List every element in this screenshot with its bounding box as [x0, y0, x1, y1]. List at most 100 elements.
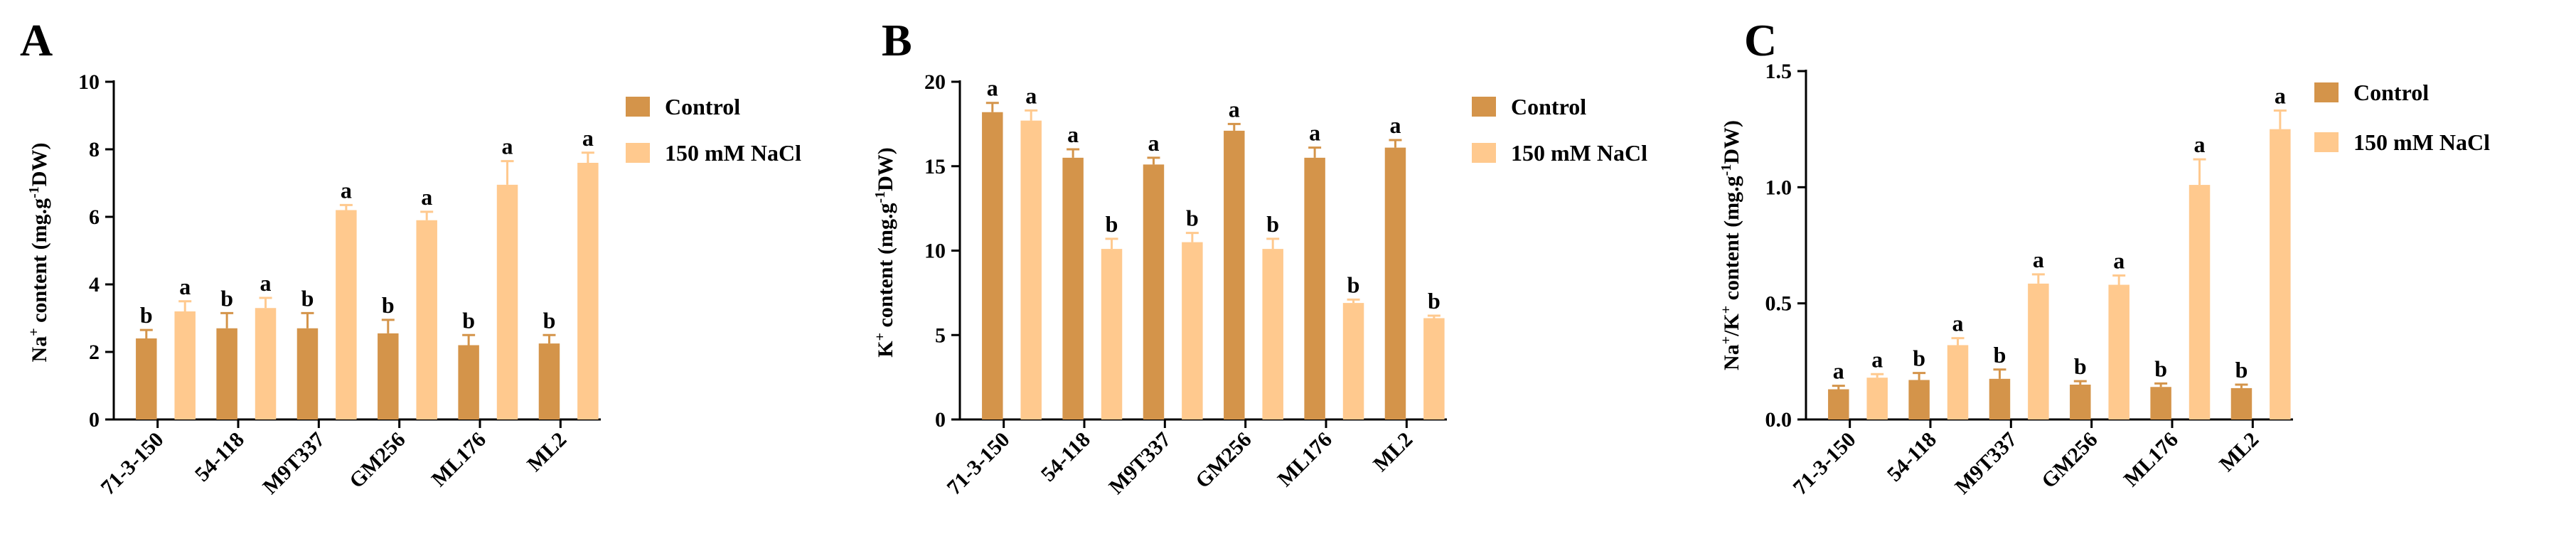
category-label: ML2: [1369, 428, 1417, 476]
panel-a: A Na+ content (mg.g-1DW) 0 2 4 6 8 10 71-3-150 b a…: [20, 15, 801, 500]
y-axis-title-part: content (mg.g: [1720, 176, 1743, 305]
bar: [2108, 284, 2129, 419]
y-axis-title-part: content (mg.g: [28, 198, 51, 328]
significance-label: b: [2235, 357, 2248, 383]
y-axis-title-part: Na: [28, 336, 51, 363]
y-axis-title: K+ content (mg.g-1DW): [872, 147, 897, 358]
bar: [1020, 120, 1042, 419]
y-tick-label: 1.5: [1765, 60, 1792, 83]
bar: [2070, 385, 2091, 419]
bar: [1304, 157, 1325, 419]
y-axis-title-part: DW): [28, 143, 51, 187]
y-tick-label: 8: [89, 138, 100, 161]
significance-label: a: [2033, 247, 2044, 272]
y-axis-title-part: -1: [872, 191, 888, 203]
significance-label: b: [1428, 288, 1441, 314]
y-tick-label: 15: [924, 155, 946, 178]
significance-label: b: [140, 302, 153, 328]
bar: [296, 328, 319, 419]
legend-label: Control: [1511, 94, 1586, 119]
legend-label: 150 mM NaCl: [665, 140, 801, 166]
bar: [577, 163, 599, 419]
legend-label: 150 mM NaCl: [2353, 129, 2490, 155]
panel-letter: B: [882, 15, 912, 65]
significance-label: a: [1871, 346, 1883, 372]
significance-label: b: [543, 307, 556, 333]
bar: [2028, 283, 2049, 419]
significance-label: b: [382, 292, 395, 318]
significance-label: a: [1309, 120, 1320, 146]
y-tick-label: 0.5: [1765, 292, 1792, 316]
bar: [1947, 345, 1969, 419]
legend-swatch: [626, 97, 650, 117]
y-axis-title-part: +: [1719, 306, 1734, 314]
significance-label: a: [1025, 82, 1037, 108]
y-axis-title: Na+/K+ content (mg.g-1DW): [1719, 120, 1743, 370]
y-tick-label: 1.0: [1765, 176, 1792, 199]
bar: [216, 328, 237, 419]
significance-label: a: [2113, 247, 2125, 273]
y-axis-title-part: +: [1719, 336, 1734, 344]
bar: [1908, 380, 1930, 419]
significance-label: a: [2275, 83, 2286, 109]
significance-label: a: [179, 274, 191, 299]
y-axis-title-part: DW): [874, 147, 897, 191]
legend-label: 150 mM NaCl: [1511, 140, 1647, 166]
bar: [1101, 249, 1123, 419]
bar: [538, 343, 560, 419]
category-label: M9T337: [1104, 428, 1175, 499]
significance-label: b: [2154, 355, 2167, 381]
bar: [1866, 378, 1888, 419]
category-label: 71-3-150: [943, 428, 1015, 500]
bar: [2150, 387, 2171, 419]
category-label: ML176: [1273, 428, 1337, 491]
legend-label: Control: [2353, 80, 2429, 105]
significance-label: a: [987, 75, 998, 101]
bar: [982, 112, 1003, 419]
significance-label: a: [502, 134, 513, 159]
legend-swatch: [2314, 132, 2339, 152]
significance-label: a: [1067, 122, 1079, 147]
panel-c: CNa+/K+ content (mg.g-1DW)0.00.51.01.571…: [1719, 15, 2490, 500]
y-tick-label: 0: [89, 408, 100, 432]
y-tick-label: 20: [924, 70, 946, 94]
bar: [1224, 130, 1245, 419]
significance-label: a: [1389, 112, 1401, 138]
significance-label: a: [582, 125, 594, 151]
category-label: 71-3-150: [1789, 428, 1861, 500]
category-label: ML176: [427, 428, 491, 491]
bar: [416, 220, 437, 419]
significance-label: b: [220, 285, 233, 311]
bar: [496, 184, 518, 419]
significance-label: a: [260, 270, 272, 296]
significance-label: a: [1229, 96, 1240, 122]
y-tick-label: 4: [89, 273, 100, 296]
category-label: 54-118: [191, 428, 249, 486]
bar: [458, 345, 479, 419]
significance-label: b: [1106, 211, 1118, 237]
bar: [136, 338, 157, 419]
y-tick-label: 10: [924, 240, 946, 263]
significance-label: b: [301, 285, 314, 311]
legend-label: Control: [665, 94, 740, 119]
bar: [1423, 318, 1445, 419]
category-label: GM256: [2037, 428, 2102, 493]
y-axis-title-part: DW): [1720, 120, 1743, 164]
bar: [2270, 129, 2291, 419]
y-axis-title-part: content (mg.g: [874, 203, 897, 333]
y-tick-label: 5: [935, 323, 946, 347]
legend-swatch: [2314, 82, 2339, 102]
legend-swatch: [1472, 143, 1496, 163]
panel-b: B K+ content (mg.g-1DW) 0 5 10 15 20 71-3-150 a a…: [872, 15, 1647, 500]
category-label: 71-3-150: [97, 428, 169, 500]
y-tick-label: 6: [89, 205, 100, 229]
y-tick-label: 0: [935, 408, 946, 432]
significance-label: b: [1913, 346, 1925, 371]
bar: [1989, 378, 2011, 419]
bar: [2188, 185, 2211, 419]
category-label: GM256: [1191, 428, 1256, 493]
panel-letter: A: [20, 15, 53, 65]
bar: [1262, 249, 1283, 419]
significance-label: b: [1186, 205, 1199, 231]
bar: [255, 308, 277, 419]
